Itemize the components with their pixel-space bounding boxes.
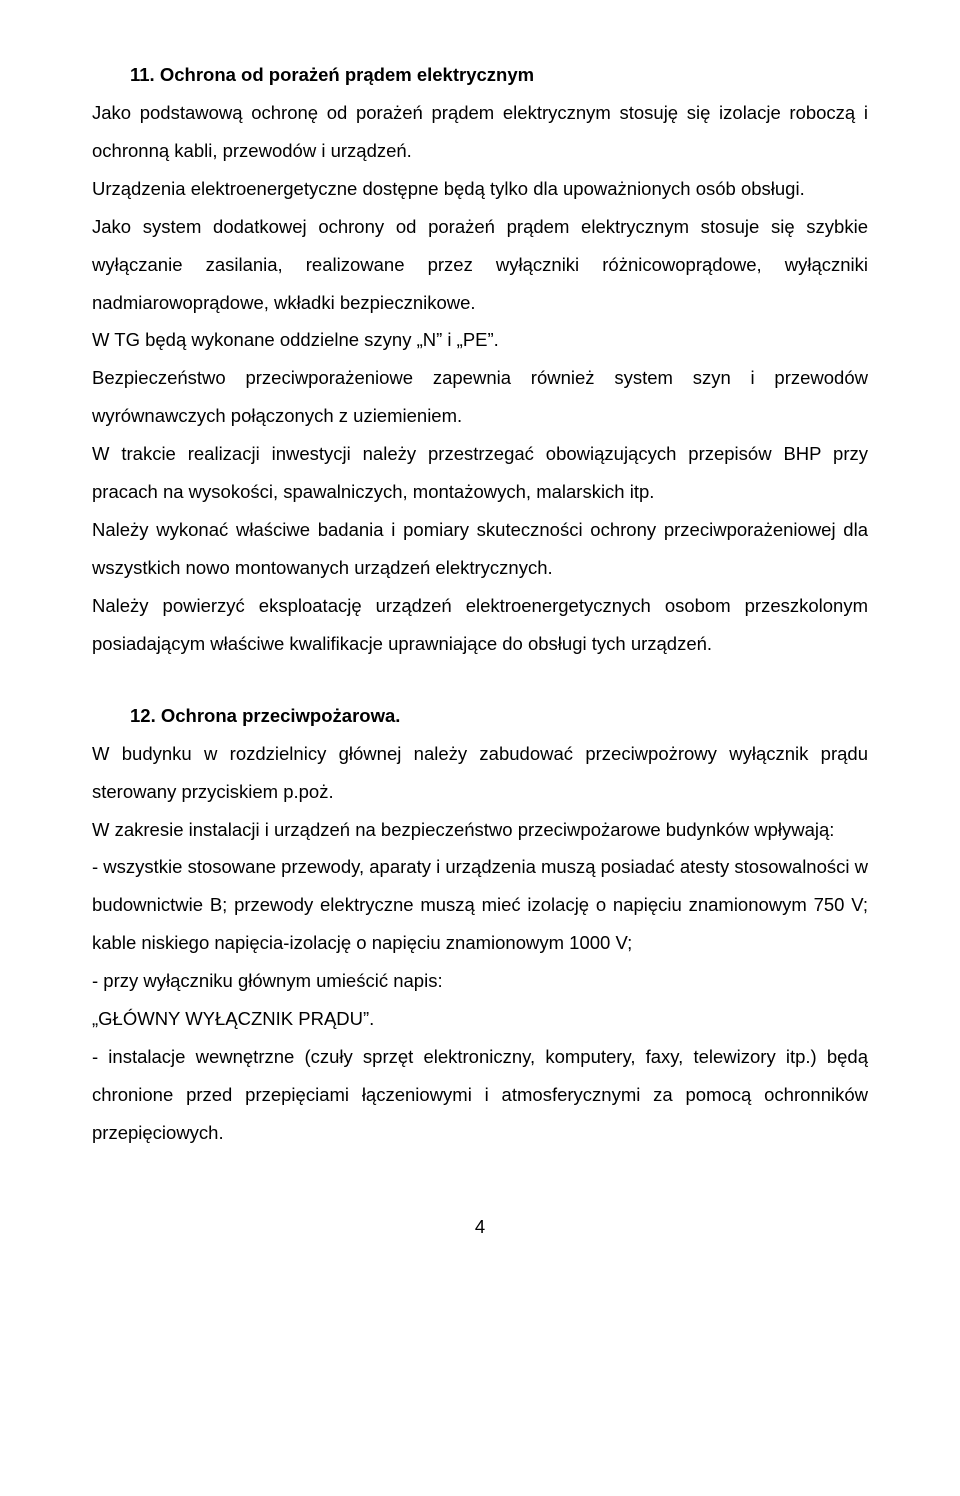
section-12-heading: 12. Ochrona przeciwpożarowa. bbox=[92, 697, 868, 735]
section-11-paragraph-6: W trakcie realizacji inwestycji należy p… bbox=[92, 435, 868, 511]
section-11-paragraph-5: Bezpieczeństwo przeciwporażeniowe zapewn… bbox=[92, 359, 868, 435]
section-12-paragraph-1: W budynku w rozdzielnicy głównej należy … bbox=[92, 735, 868, 811]
page-number: 4 bbox=[92, 1208, 868, 1246]
section-11-heading: 11. Ochrona od porażeń prądem elektryczn… bbox=[92, 56, 868, 94]
section-12-paragraph-6: - instalacje wewnętrzne (czuły sprzęt el… bbox=[92, 1038, 868, 1152]
section-11-paragraph-7: Należy wykonać właściwe badania i pomiar… bbox=[92, 511, 868, 587]
section-12-paragraph-2: W zakresie instalacji i urządzeń na bezp… bbox=[92, 811, 868, 849]
section-12-paragraph-5: „GŁÓWNY WYŁĄCZNIK PRĄDU”. bbox=[92, 1000, 868, 1038]
section-11-paragraph-1: Jako podstawową ochronę od porażeń prąde… bbox=[92, 94, 868, 170]
section-11-paragraph-8: Należy powierzyć eksploatację urządzeń e… bbox=[92, 587, 868, 663]
section-12-paragraph-4: - przy wyłączniku głównym umieścić napis… bbox=[92, 962, 868, 1000]
section-11-paragraph-2: Urządzenia elektroenergetyczne dostępne … bbox=[92, 170, 868, 208]
section-11-paragraph-3: Jako system dodatkowej ochrony od poraże… bbox=[92, 208, 868, 322]
section-12-paragraph-3: - wszystkie stosowane przewody, aparaty … bbox=[92, 848, 868, 962]
section-11-paragraph-4: W TG będą wykonane oddzielne szyny „N” i… bbox=[92, 321, 868, 359]
